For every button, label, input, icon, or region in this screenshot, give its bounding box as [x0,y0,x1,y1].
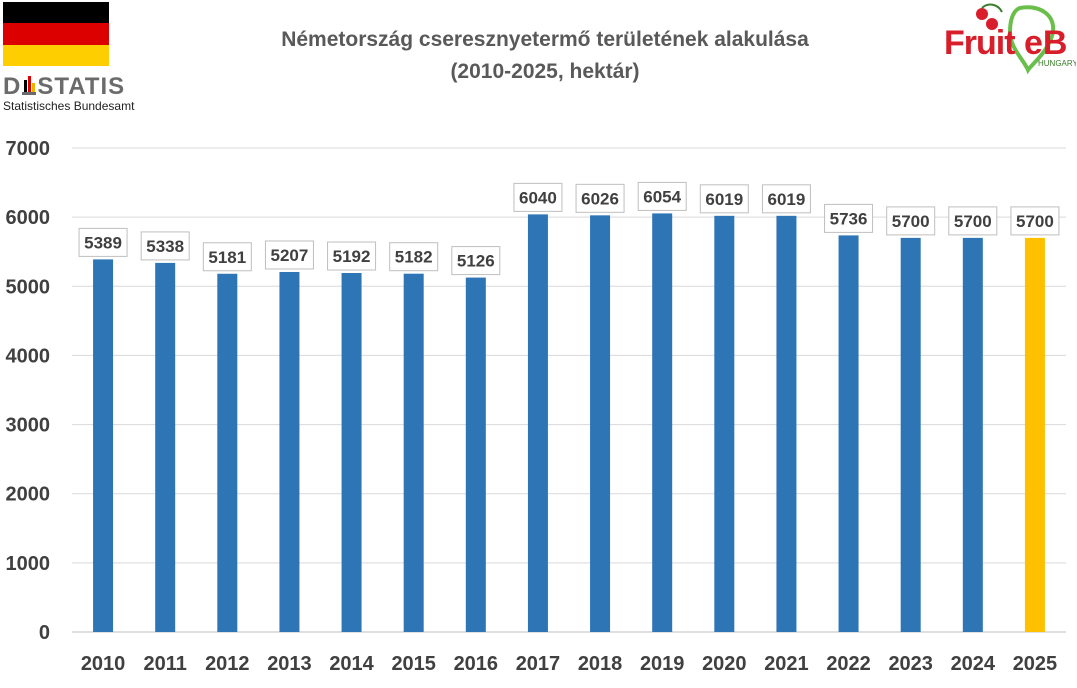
bar [590,215,611,632]
bar [527,214,548,632]
bar [403,273,424,632]
data-label: 5736 [830,209,868,228]
data-label-box [575,183,625,213]
gridlines [72,147,1066,633]
fruitveb-leaf-shape [1007,5,1056,74]
data-label-box [389,242,439,272]
chart-title-line2: (2010-2025, hektár) [450,60,640,83]
x-tick-label: 2019 [640,653,685,675]
data-label-box [699,184,749,214]
data-label-box [824,203,874,233]
data-label: 6040 [519,188,557,207]
data-label: 6019 [768,190,806,209]
data-label: 5700 [892,212,930,231]
y-tick-label: 7000 [6,138,51,160]
fruitveb-subtitle: HUNGARY [1038,59,1076,68]
x-tick-label: 2010 [81,653,126,675]
data-label: 5338 [146,237,184,256]
x-tick-label: 2013 [267,653,312,675]
data-label-box [948,206,998,236]
y-tick-label: 1000 [6,553,51,575]
y-tick-label: 0 [39,622,50,644]
data-label-box [886,206,936,236]
fruitveb-brand: Fruit [944,24,1015,62]
x-tick-label: 2011 [143,653,186,675]
bar [155,262,176,632]
y-tick-label: 5000 [6,276,51,298]
bar [838,235,859,632]
x-tick-label: 2021 [764,653,809,675]
x-tick-label: 2015 [391,653,436,675]
bar [652,213,673,632]
flag-stripe-gold [3,44,109,66]
bar [714,215,735,632]
data-label-box [202,242,252,272]
x-tick-label: 2025 [1013,653,1058,675]
cherry-stem-icon [981,3,1003,13]
data-label-box [1010,206,1060,236]
data-label: 5126 [457,252,495,271]
bar [93,259,114,632]
bar [1024,237,1045,632]
chart-title-line1: Németország cseresznyetermő területének … [281,28,809,51]
y-tick-label: 3000 [6,415,51,437]
bar [900,237,921,632]
data-label-box [327,241,377,271]
bar [465,277,486,632]
data-label-box [761,184,811,214]
x-axis: 2010 2011 2012 2013 2014 2015 2016 2017 2018 2019… [81,653,1057,675]
bar [217,273,238,632]
cherry-icon [976,8,988,20]
data-label: 6019 [705,190,743,209]
bar [776,215,797,632]
x-tick-label: 2017 [516,653,561,675]
flag-stripe-black [3,2,109,24]
bars [93,213,1045,632]
x-tick-label: 2023 [888,653,933,675]
fruitveb-logo: Fruit eB HUNGARY [944,3,1076,74]
bar [962,237,983,632]
y-tick-label: 6000 [6,207,51,229]
data-label-box [78,227,128,257]
chart-title: Németország cseresznyetermő területének … [200,24,890,88]
y-tick-label: 4000 [6,345,51,367]
destatis-logo: D STATIS Statistisches Bundesamt [3,73,143,114]
destatis-subtitle: Statistisches Bundesamt [3,99,135,113]
y-tick-label: 2000 [6,484,51,506]
cherry-icon [986,18,998,30]
data-label: 5389 [84,233,122,252]
data-label-box [140,231,190,261]
x-tick-label: 2022 [826,653,871,675]
data-labels: 5389 5338 5181 5207 5192 5182 5126 6040 6026 6054… [78,181,1060,276]
data-label: 5207 [271,246,309,265]
data-label-box [513,182,563,212]
data-label-box [451,246,501,276]
x-tick-label: 2012 [205,653,250,675]
data-label-box [264,240,314,270]
x-tick-label: 2024 [951,653,996,675]
data-label-box [637,181,687,211]
data-label: 5700 [1016,212,1054,231]
data-label: 5700 [954,212,992,231]
data-label: 6054 [643,187,681,206]
x-tick-label: 2016 [454,653,499,675]
german-flag [3,2,109,66]
x-tick-label: 2014 [329,653,374,675]
flag-stripe-red [3,23,109,45]
x-tick-label: 2018 [578,653,623,675]
fruitveb-brand-veb: eB [1024,24,1067,62]
destatis-brand: D STATIS [3,73,126,100]
bar [341,273,362,632]
data-label: 6026 [581,189,619,208]
x-tick-label: 2020 [702,653,747,675]
data-label: 5192 [333,247,371,266]
data-label: 5182 [395,248,433,267]
bar [279,271,300,632]
data-label: 5181 [208,248,246,267]
y-axis: 0 1000 2000 3000 4000 5000 6000 7000 [6,138,51,644]
